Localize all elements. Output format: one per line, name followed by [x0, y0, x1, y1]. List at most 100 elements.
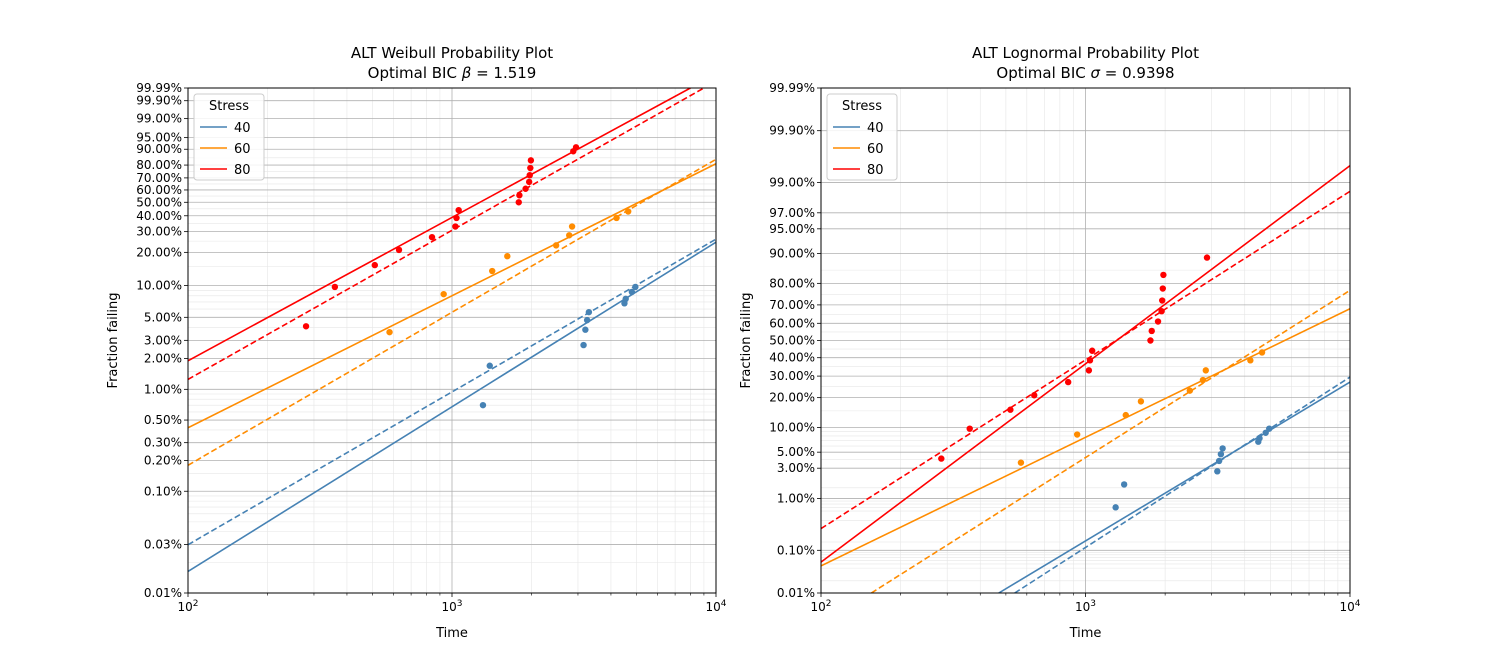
fit-line-40 — [998, 381, 1350, 593]
data-point-80 — [1148, 327, 1155, 335]
y-tick-label: 90.00% — [769, 246, 815, 260]
data-point-80 — [1159, 297, 1166, 304]
data-point-40 — [1256, 435, 1263, 442]
data-point-80 — [1031, 392, 1038, 399]
legend-title: Stress — [842, 99, 882, 114]
data-point-80 — [1203, 254, 1211, 261]
data-point-40 — [622, 295, 629, 303]
data-point-60 — [440, 290, 447, 298]
data-point-40 — [1214, 468, 1221, 475]
data-point-60 — [566, 232, 573, 239]
legend-entry-60: 60 — [234, 142, 251, 157]
data-point-60 — [1199, 376, 1207, 384]
legend-box — [193, 93, 265, 181]
y-tick-label: 3.00% — [777, 461, 815, 475]
chart-2: 0.01% 0.10% 1.00% 3.00% 5.00% 10.00% 20.00% 30.… — [739, 44, 1361, 641]
data-point-80 — [455, 206, 462, 214]
data-point-80 — [331, 283, 339, 291]
data-point-60 — [1202, 367, 1210, 374]
x-tick-label: 102 — [177, 599, 198, 614]
data-point-80 — [522, 185, 529, 192]
data-point-80 — [525, 178, 533, 186]
data-point-40 — [583, 316, 591, 324]
data-point-80 — [1088, 347, 1096, 354]
data-point-40 — [580, 341, 587, 349]
fit-line-80 — [188, 88, 691, 362]
fit-line-dashed-80 — [821, 190, 1350, 530]
legend-entry-40: 40 — [867, 121, 884, 136]
y-tick-label: 0.01% — [144, 586, 182, 600]
fit-line-60 — [188, 162, 716, 429]
y-tick-label: 50.00% — [769, 334, 815, 348]
fit-line-80 — [821, 164, 1350, 563]
data-point-40 — [1215, 457, 1223, 465]
data-points — [302, 144, 639, 409]
legend-entry-80: 80 — [867, 163, 884, 178]
fit-line-dashed-80 — [188, 88, 705, 381]
y-tick-label: 99.99% — [769, 81, 815, 95]
y-ticks: 0.01% 0.03% 0.10% 0.20% 0.30% 0.50% 1.00% 2.00%… — [136, 81, 188, 600]
chart-title: ALT Weibull Probability Plot — [351, 44, 553, 62]
data-point-60 — [1137, 398, 1145, 405]
data-point-60 — [1186, 387, 1194, 394]
data-point-40 — [585, 308, 593, 316]
data-point-60 — [386, 328, 393, 336]
y-tick-label: 1.00% — [777, 491, 815, 505]
y-tick-label: 0.50% — [144, 413, 182, 427]
legend-entry-40: 40 — [234, 121, 251, 136]
data-points — [938, 254, 1273, 511]
x-tick-label: 104 — [705, 599, 726, 614]
data-point-60 — [1122, 411, 1129, 419]
data-point-80 — [1159, 285, 1167, 292]
y-tick-label: 1.00% — [144, 382, 182, 396]
data-point-60 — [489, 267, 496, 275]
y-tick-label: 10.00% — [136, 279, 182, 293]
y-tick-label: 99.90% — [769, 124, 815, 138]
grid — [188, 87, 716, 594]
data-point-60 — [1017, 459, 1025, 466]
y-tick-label: 50.00% — [136, 195, 182, 209]
data-point-40 — [1112, 504, 1119, 511]
x-axis-label: Time — [435, 626, 468, 641]
y-tick-label: 70.00% — [769, 298, 815, 312]
x-ticks: 102 103 104 — [177, 593, 727, 614]
data-point-40 — [628, 288, 636, 296]
data-point-80 — [527, 157, 535, 164]
y-tick-label: 3.00% — [144, 333, 182, 347]
y-tick-label: 30.00% — [136, 225, 182, 239]
chart-subtitle: Optimal BIC σ = 0.9398 — [996, 64, 1174, 82]
chart-subtitle: Optimal BIC β = 1.519 — [368, 64, 537, 82]
data-point-40 — [632, 283, 639, 291]
data-point-80 — [1160, 271, 1167, 279]
y-tick-label: 95.00% — [136, 131, 182, 145]
data-point-80 — [428, 233, 436, 241]
data-point-80 — [527, 164, 534, 172]
data-point-80 — [1147, 337, 1154, 344]
data-point-80 — [371, 261, 378, 269]
data-point-80 — [515, 199, 522, 206]
x-tick-label: 102 — [810, 599, 831, 614]
data-point-80 — [1158, 307, 1165, 315]
y-tick-label: 5.00% — [777, 445, 815, 459]
legend-entry-60: 60 — [867, 142, 884, 157]
y-tick-label: 70.00% — [136, 171, 182, 185]
legend-title: Stress — [209, 99, 249, 114]
data-point-40 — [582, 326, 589, 333]
data-point-40 — [1120, 481, 1128, 488]
y-tick-label: 99.90% — [136, 94, 182, 108]
y-tick-label: 40.00% — [769, 351, 815, 365]
x-tick-label: 104 — [1339, 599, 1360, 614]
legend-entry-80: 80 — [234, 163, 251, 178]
chart-title: ALT Lognormal Probability Plot — [972, 44, 1199, 62]
y-tick-label: 80.00% — [136, 158, 182, 172]
fit-line-dashed-40 — [188, 238, 716, 546]
y-ticks: 0.01% 0.10% 1.00% 3.00% 5.00% 10.00% 20.00% 30.… — [769, 81, 821, 600]
grid — [821, 87, 1350, 594]
data-point-60 — [625, 208, 632, 215]
data-point-40 — [479, 401, 487, 409]
data-point-80 — [1064, 378, 1072, 386]
data-point-60 — [1258, 349, 1266, 356]
y-tick-label: 0.30% — [144, 436, 182, 450]
data-point-40 — [1217, 451, 1225, 458]
